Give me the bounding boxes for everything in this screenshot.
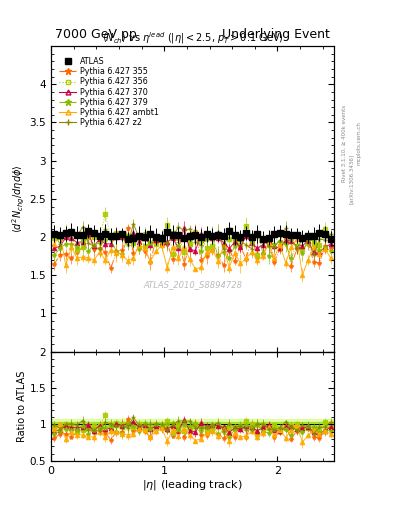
Bar bbox=[51, 422, 334, 426]
Text: Rivet 3.1.10, ≥ 400k events: Rivet 3.1.10, ≥ 400k events bbox=[342, 105, 346, 182]
Y-axis label: Ratio to ATLAS: Ratio to ATLAS bbox=[17, 371, 27, 442]
Text: Underlying Event: Underlying Event bbox=[222, 28, 330, 41]
X-axis label: $|\eta|$ (leading track): $|\eta|$ (leading track) bbox=[142, 478, 243, 493]
Text: 7000 GeV pp: 7000 GeV pp bbox=[55, 28, 137, 41]
Text: ATLAS_2010_S8894728: ATLAS_2010_S8894728 bbox=[143, 280, 242, 289]
Title: $\langle N_{ch}\rangle$ vs $\eta^{lead}$ ($|\eta| < 2.5$, $p_T > 0.1$ GeV): $\langle N_{ch}\rangle$ vs $\eta^{lead}$… bbox=[102, 30, 283, 46]
Legend: ATLAS, Pythia 6.427 355, Pythia 6.427 356, Pythia 6.427 370, Pythia 6.427 379, P: ATLAS, Pythia 6.427 355, Pythia 6.427 35… bbox=[58, 56, 160, 128]
Text: mcplots.cern.ch: mcplots.cern.ch bbox=[356, 121, 361, 165]
Text: [arXiv:1306.3436]: [arXiv:1306.3436] bbox=[349, 154, 354, 204]
Y-axis label: $\langle d^2 N_{chg}/d\eta d\phi \rangle$: $\langle d^2 N_{chg}/d\eta d\phi \rangle… bbox=[11, 164, 27, 233]
Bar bbox=[51, 419, 334, 430]
